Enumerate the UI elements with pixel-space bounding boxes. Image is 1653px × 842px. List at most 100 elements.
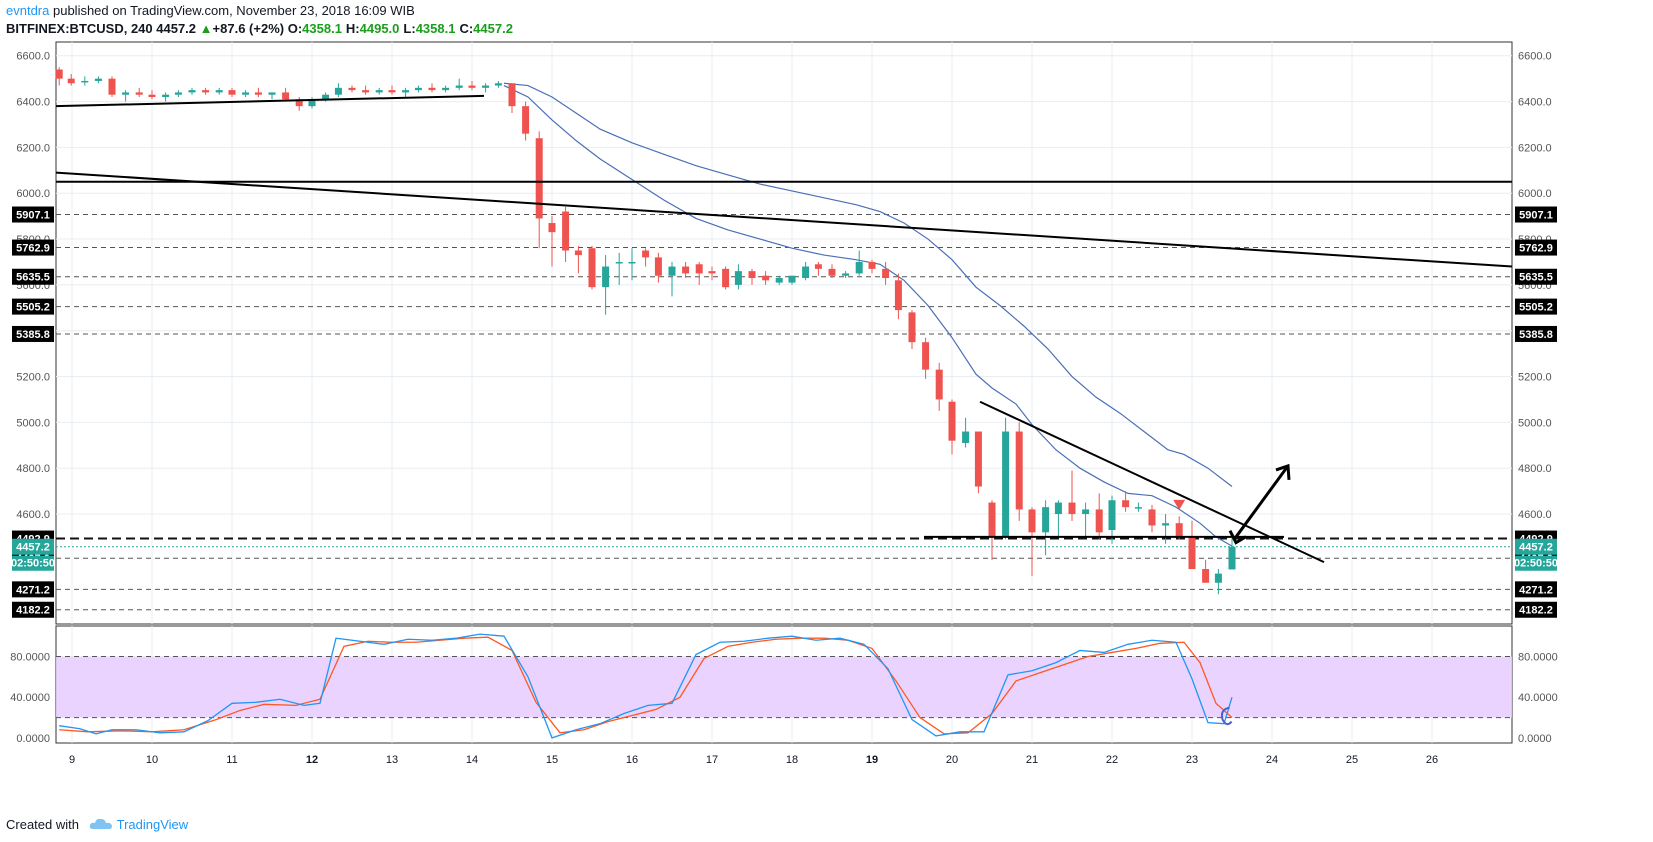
y-tick-label-right: 4800.0 <box>1518 463 1552 475</box>
candle-body <box>828 268 836 276</box>
publish-info: evntdra published on TradingView.com, No… <box>6 3 415 18</box>
stoch-tick-label-right: 0.0000 <box>1518 733 1552 745</box>
price-level-badge <box>12 581 54 598</box>
candle-body <box>188 90 196 93</box>
candle-body <box>602 266 610 288</box>
candle-body <box>775 278 783 283</box>
candle-body <box>855 261 863 274</box>
stochastic-k-line <box>59 633 1233 739</box>
candle-body <box>254 92 262 95</box>
moving-average-fast <box>503 84 1233 547</box>
candle-body <box>562 211 570 251</box>
symbol-name: BITFINEX:BTCUSD, 240 <box>6 21 153 36</box>
candle-body <box>734 271 742 285</box>
candle-body <box>842 273 850 276</box>
candle-body <box>882 268 890 279</box>
candle-body <box>1228 546 1236 570</box>
x-tick-label: 22 <box>1106 754 1118 766</box>
moving-average-slow <box>503 82 1233 487</box>
candle-body <box>402 90 410 93</box>
price-level-label-left: 5635.5 <box>16 272 50 284</box>
candle-body <box>654 257 662 276</box>
candle-body <box>1068 502 1076 515</box>
price-level-badge <box>12 206 54 223</box>
y-tick-label-right: 5200.0 <box>1518 372 1552 384</box>
candle-body <box>1054 502 1062 515</box>
candle-body <box>482 85 490 88</box>
stoch-band <box>56 656 1512 718</box>
candle-body <box>362 90 370 93</box>
candle-body <box>1202 569 1210 583</box>
price-level-badge <box>12 239 54 256</box>
candle-body <box>67 78 75 84</box>
candle-body <box>1188 536 1196 570</box>
candle-body <box>668 266 676 276</box>
candle-body <box>722 268 730 288</box>
candle-body <box>868 261 876 269</box>
candle-body <box>468 85 476 88</box>
tradingview-cloud-icon <box>89 817 113 834</box>
x-tick-label: 15 <box>546 754 558 766</box>
candle-body <box>1108 500 1116 531</box>
price-level-badge <box>1515 601 1557 618</box>
candle-body <box>295 99 303 107</box>
y-tick-label-left: 6000.0 <box>16 188 50 200</box>
y-tick-label-left: 6400.0 <box>16 97 50 109</box>
hand-drawn-mark-icon <box>1220 706 1233 726</box>
price-level-badge <box>1515 268 1557 285</box>
x-tick-label: 23 <box>1186 754 1198 766</box>
candle-body <box>508 83 516 107</box>
tradingview-link[interactable]: TradingView <box>116 817 189 832</box>
close-value: 4457.2 <box>473 21 513 36</box>
high-value: 4495.0 <box>359 21 400 36</box>
projection-arrow <box>1234 465 1290 538</box>
candle-body <box>948 401 956 441</box>
x-tick-label: 12 <box>306 754 318 766</box>
last-price-badge <box>1515 538 1557 555</box>
candle-body <box>762 275 770 281</box>
arrow-tail-icon <box>1228 529 1247 545</box>
candle-body <box>375 90 383 93</box>
price-level-label-right: 5762.9 <box>1519 243 1553 255</box>
candle-body <box>81 80 89 83</box>
candle-body <box>428 87 436 91</box>
low-value: 4358.1 <box>415 21 456 36</box>
created-with-text: Created with <box>6 817 79 832</box>
candle-body <box>574 250 582 256</box>
candle-body <box>522 106 530 134</box>
stoch-tick-label-right: 40.0000 <box>1518 692 1558 704</box>
candle-body <box>1148 509 1156 526</box>
candle-body <box>788 275 796 283</box>
candle-body <box>695 264 703 274</box>
candle-body <box>974 431 982 487</box>
y-tick-label-left: 5200.0 <box>16 372 50 384</box>
candle-body <box>935 369 943 400</box>
candle-body <box>308 99 316 107</box>
open-label: O: <box>287 21 303 36</box>
trend-line <box>55 171 1513 268</box>
candle-body <box>122 92 130 95</box>
candle-body <box>1162 523 1170 526</box>
price-level-badge <box>1515 239 1557 256</box>
candle-body <box>494 83 502 86</box>
price-level-label-right: 5635.5 <box>1519 272 1553 284</box>
candle-body <box>814 264 822 269</box>
price-level-label-left: 5505.2 <box>16 302 50 314</box>
high-label: H: <box>345 21 360 36</box>
trend-line <box>55 94 485 108</box>
y-tick-label-left: 6600.0 <box>16 51 50 63</box>
candle-body <box>202 90 210 93</box>
candle-body <box>628 261 636 264</box>
author-link[interactable]: evntdra <box>6 3 50 18</box>
candle-body <box>348 87 356 91</box>
candle-body <box>1002 431 1010 537</box>
candle-body <box>215 90 223 93</box>
price-level-badge <box>1515 206 1557 223</box>
y-tick-label-right: 6000.0 <box>1518 188 1552 200</box>
close-label: C: <box>459 21 474 36</box>
y-tick-label-right: 6400.0 <box>1518 97 1552 109</box>
sell-marker-icon <box>1173 499 1186 510</box>
candle-body <box>242 92 250 95</box>
candle-body <box>548 223 556 233</box>
